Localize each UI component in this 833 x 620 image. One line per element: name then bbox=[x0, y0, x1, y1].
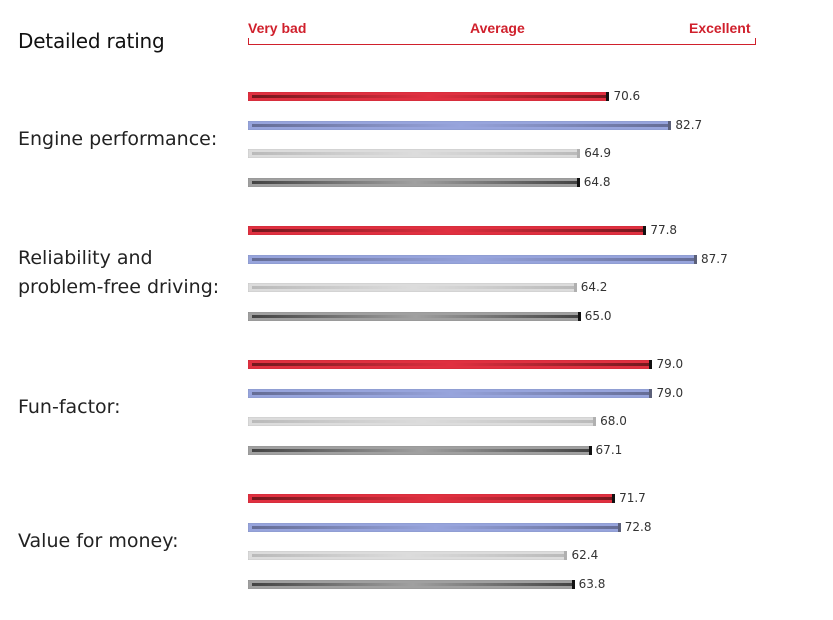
bar-streak bbox=[252, 152, 579, 155]
bar-streak bbox=[252, 180, 578, 184]
bar-endcap bbox=[649, 388, 653, 398]
bar-value-label: 64.9 bbox=[584, 146, 611, 160]
bar-streak bbox=[252, 497, 614, 500]
bar bbox=[248, 149, 581, 158]
bar-endcap bbox=[588, 445, 592, 455]
bar bbox=[248, 494, 616, 503]
bar-value-label: 87.7 bbox=[701, 251, 728, 266]
bar bbox=[248, 388, 653, 398]
bar-streak bbox=[252, 363, 651, 366]
scale-label-excellent: Excellent bbox=[689, 20, 751, 36]
scale-tick-right bbox=[755, 38, 756, 45]
category-label: Value for money: bbox=[18, 529, 179, 552]
bar-endcap bbox=[668, 120, 672, 130]
bar bbox=[248, 120, 672, 130]
bar-endcap bbox=[577, 311, 581, 321]
bar-streak bbox=[252, 286, 575, 289]
bar bbox=[248, 522, 621, 532]
bar-streak bbox=[252, 525, 619, 529]
bar-streak bbox=[252, 420, 595, 423]
bar-endcap bbox=[694, 254, 698, 264]
scale-label-very-bad: Very bad bbox=[248, 20, 307, 36]
chart-title: Detailed rating bbox=[18, 29, 165, 53]
bar-streak bbox=[252, 582, 573, 586]
bar bbox=[248, 283, 577, 292]
bar-streak bbox=[252, 391, 651, 395]
bar-endcap bbox=[577, 149, 581, 158]
bar-value-label: 79.0 bbox=[656, 357, 684, 371]
scale-label-average: Average bbox=[470, 20, 525, 36]
bar-endcap bbox=[612, 494, 616, 503]
bar-streak bbox=[252, 95, 608, 98]
bar-value-label: 77.8 bbox=[650, 223, 678, 237]
bar-endcap bbox=[564, 551, 568, 560]
bar-streak bbox=[252, 554, 566, 557]
bar bbox=[248, 360, 653, 369]
bar-value-label: 72.8 bbox=[624, 519, 652, 534]
bar bbox=[248, 177, 580, 187]
bar-streak bbox=[252, 123, 670, 127]
bar bbox=[248, 92, 610, 101]
bar-endcap bbox=[576, 177, 580, 187]
bar bbox=[248, 226, 647, 235]
bar-streak bbox=[252, 257, 696, 261]
bar bbox=[248, 551, 568, 560]
bar-endcap bbox=[593, 417, 597, 426]
bar-value-label: 64.8 bbox=[583, 174, 611, 189]
bar-endcap bbox=[573, 283, 577, 292]
bar bbox=[248, 311, 581, 321]
bar-value-label: 70.6 bbox=[613, 89, 641, 103]
bar bbox=[248, 579, 575, 589]
bar-value-label: 64.2 bbox=[580, 280, 608, 294]
bar-value-label: 67.1 bbox=[595, 442, 623, 457]
bar-endcap bbox=[643, 226, 647, 235]
bar-value-label: 63.8 bbox=[578, 576, 606, 591]
bar-streak bbox=[252, 448, 590, 452]
bar-endcap bbox=[571, 579, 575, 589]
bar-endcap bbox=[649, 360, 653, 369]
category-label: Reliability and problem-free driving: bbox=[18, 247, 220, 299]
bar-value-label: 79.0 bbox=[656, 385, 684, 400]
bar-value-label: 82.7 bbox=[675, 117, 703, 132]
bar-streak bbox=[252, 314, 579, 318]
category-label: Fun-factor: bbox=[18, 395, 121, 418]
category-label: Engine performance: bbox=[18, 127, 218, 150]
scale-axis-line bbox=[248, 44, 756, 45]
bar bbox=[248, 254, 698, 264]
bar bbox=[248, 445, 592, 455]
bar bbox=[248, 417, 597, 426]
bar-streak bbox=[252, 229, 645, 232]
bar-value-label: 62.4 bbox=[571, 548, 599, 562]
bar-endcap bbox=[606, 92, 610, 101]
bar-endcap bbox=[617, 522, 621, 532]
bar-value-label: 65.0 bbox=[584, 308, 612, 323]
bar-value-label: 71.7 bbox=[619, 491, 646, 505]
bar-value-label: 68.0 bbox=[600, 414, 627, 428]
scale-tick-left bbox=[248, 38, 249, 45]
